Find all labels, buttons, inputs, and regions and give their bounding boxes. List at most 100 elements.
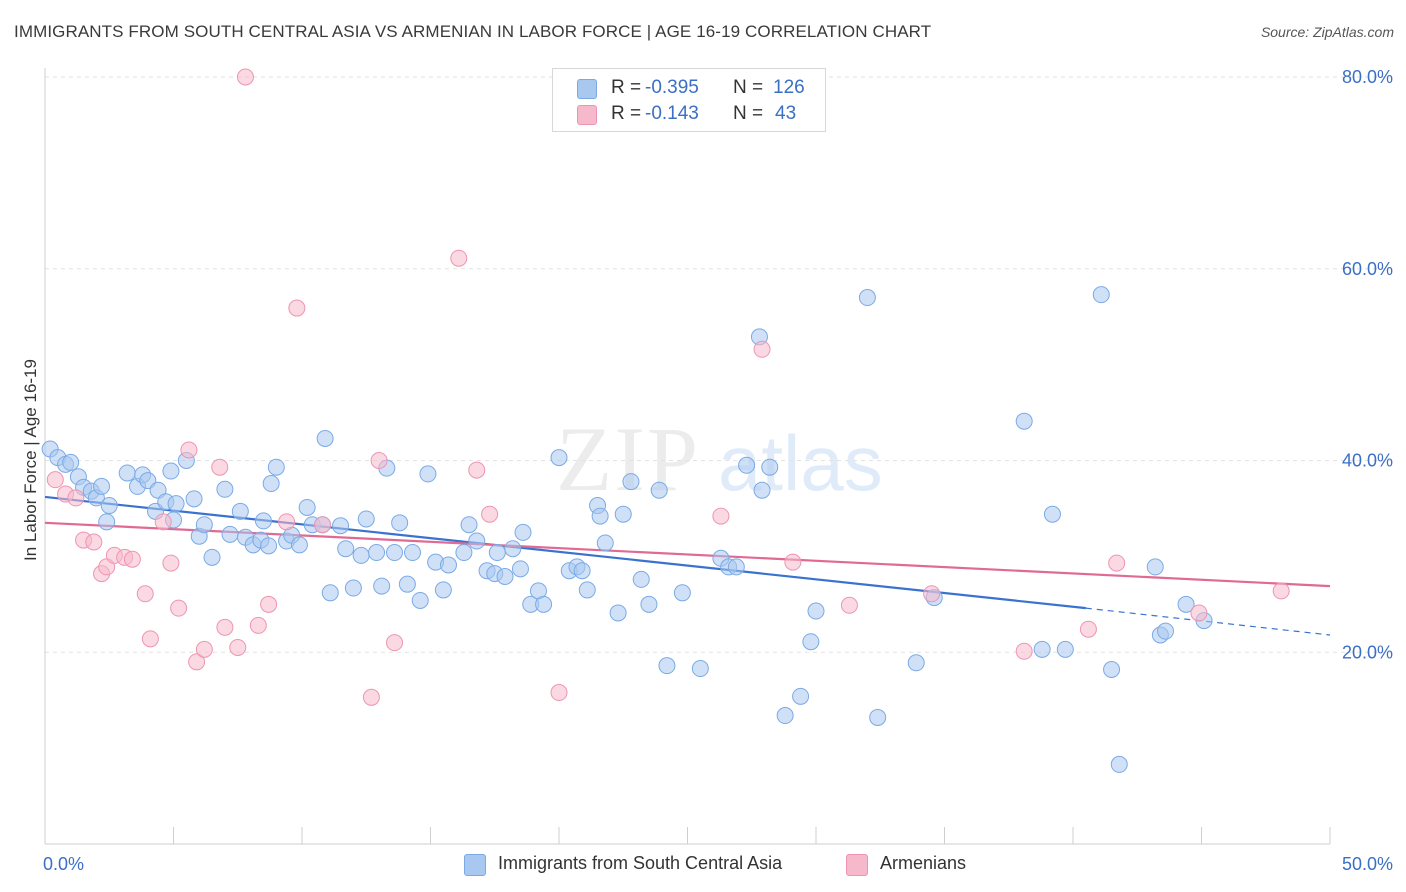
point-south-central-asia [761,458,779,476]
legend-n-value: 126 [773,77,805,98]
point-armenians [712,507,730,525]
point-south-central-asia [550,449,568,467]
point-armenians [1190,604,1208,622]
point-south-central-asia [352,546,370,564]
point-armenians [216,618,234,636]
point-armenians [260,595,278,613]
point-south-central-asia [100,497,118,515]
point-south-central-asia [321,584,339,602]
point-south-central-asia [632,570,650,588]
point-south-central-asia [298,498,316,516]
point-south-central-asia [1146,558,1164,576]
point-south-central-asia [357,510,375,528]
legend-swatch-blue [577,79,597,99]
x-tick-label: 0.0% [43,854,84,874]
point-armenians [180,441,198,459]
watermark: ZIP atlas [556,408,883,510]
point-south-central-asia [162,462,180,480]
y-tick-label: 60.0% [1342,259,1393,279]
point-south-central-asia [1157,622,1175,640]
point-south-central-asia [290,536,308,554]
point-south-central-asia [1015,412,1033,430]
point-south-central-asia [691,660,709,678]
point-south-central-asia [869,708,887,726]
point-south-central-asia [650,481,668,499]
point-south-central-asia [596,534,614,552]
bottom-legend-label: Immigrants from South Central Asia [498,853,783,873]
point-south-central-asia [578,581,596,599]
point-south-central-asia [1043,505,1061,523]
point-south-central-asia [658,657,676,675]
point-south-central-asia [807,602,825,620]
point-armenians [288,299,306,317]
point-armenians [162,554,180,572]
point-south-central-asia [1177,595,1195,613]
point-armenians [753,340,771,358]
point-armenians [236,68,254,86]
point-south-central-asia [93,477,111,495]
point-south-central-asia [260,537,278,555]
point-south-central-asia [216,480,234,498]
point-south-central-asia [573,562,591,580]
point-south-central-asia [614,505,632,523]
point-armenians [1079,620,1097,638]
point-south-central-asia [167,495,185,513]
point-south-central-asia [460,516,478,534]
point-south-central-asia [98,513,116,531]
point-south-central-asia [254,512,272,530]
point-armenians [784,553,802,571]
y-tick-label: 80.0% [1342,67,1393,87]
point-armenians [386,634,404,652]
point-south-central-asia [1110,755,1128,773]
point-south-central-asia [858,289,876,307]
point-south-central-asia [511,560,529,578]
point-south-central-asia [496,568,514,586]
trend-line-south-central-asia [44,495,1086,610]
point-south-central-asia [439,556,457,574]
point-south-central-asia [419,465,437,483]
point-armenians [211,458,229,476]
point-armenians [278,513,296,531]
point-south-central-asia [316,429,334,447]
point-armenians [46,471,64,489]
point-south-central-asia [738,456,756,474]
legend-n-label: N = [733,103,764,124]
point-south-central-asia [776,707,794,725]
point-south-central-asia [221,525,239,543]
point-south-central-asia [404,544,422,562]
point-south-central-asia [267,458,285,476]
axes [44,68,1331,845]
point-armenians [550,684,568,702]
point-south-central-asia [468,532,486,550]
point-armenians [923,585,941,603]
y-tick-label: 20.0% [1342,642,1393,662]
x-tick-label: 50.0% [1342,854,1393,874]
point-armenians [123,550,141,568]
point-south-central-asia [609,604,627,622]
source-label: Source: ZipAtlas.com [1260,24,1394,40]
point-south-central-asia [802,633,820,651]
point-south-central-asia [332,517,350,535]
point-south-central-asia [1103,661,1121,679]
point-south-central-asia [1092,286,1110,304]
point-armenians [362,688,380,706]
point-south-central-asia [62,453,80,471]
legend-n-label: N = [733,77,764,98]
point-armenians [195,640,213,658]
point-armenians [370,452,388,469]
legend-swatch-pink [577,105,597,125]
point-armenians [170,599,188,617]
point-south-central-asia [203,548,221,566]
point-south-central-asia [907,654,925,672]
point-armenians [1015,642,1033,660]
point-south-central-asia [504,540,522,558]
point-south-central-asia [434,581,452,599]
point-south-central-asia [591,507,609,525]
point-south-central-asia [727,558,745,576]
point-south-central-asia [753,481,771,499]
point-armenians [468,461,486,479]
watermark-zip: ZIP [556,408,700,510]
y-tick-label: 40.0% [1342,451,1393,471]
tick-labels: 20.0% 40.0% 60.0% 80.0% 0.0% 50.0% [43,67,1393,874]
point-south-central-asia [640,595,658,613]
